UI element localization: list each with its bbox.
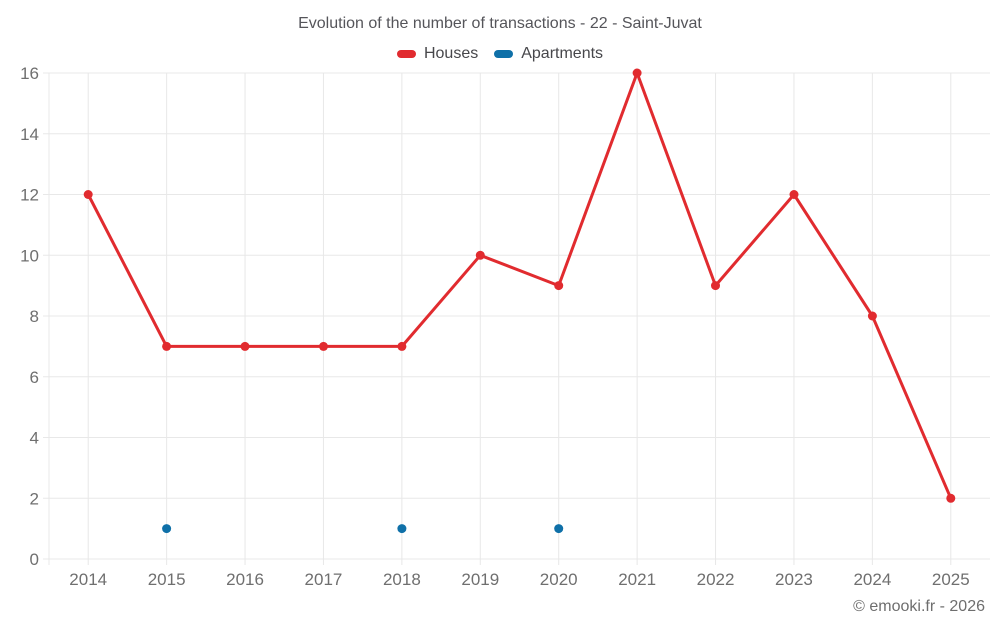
data-point-houses-2014[interactable]: [83, 190, 93, 199]
data-point-houses-2015[interactable]: [162, 341, 172, 351]
y-tick-label: 0: [30, 550, 39, 569]
x-tick-label: 2024: [853, 570, 891, 589]
legend-item-houses[interactable]: Houses: [396, 45, 479, 63]
chart-legend: Houses Apartments: [0, 45, 1000, 63]
x-tick-label: 2014: [69, 570, 107, 589]
legend-item-apartments[interactable]: Apartments: [494, 45, 603, 63]
y-tick-label: 8: [30, 307, 39, 326]
data-point-houses-2025[interactable]: [946, 493, 956, 503]
y-tick-label: 16: [20, 64, 39, 83]
axis-labels: 0 2 4 6 8 10 12 14 16 2014 2015 2016 2017 2018 2019 202…: [20, 64, 970, 589]
houses-line: [86, 71, 953, 500]
series-houses: [83, 68, 956, 503]
series-apartments: [162, 524, 564, 534]
y-tick-label: 4: [30, 429, 39, 448]
houses-legend-swatch: [396, 50, 416, 58]
data-point-houses-2022[interactable]: [711, 281, 720, 291]
x-tick-label: 2016: [226, 570, 264, 589]
x-tick-label: 2023: [775, 570, 813, 589]
y-tick-label: 12: [20, 186, 39, 205]
y-tick-label: 2: [30, 489, 39, 508]
houses-legend-label: Houses: [423, 45, 479, 62]
copyright-text: © emooki.fr - 2026: [853, 598, 985, 615]
y-tick-label: 6: [30, 368, 39, 387]
x-tick-label: 2017: [305, 570, 343, 589]
chart-title: Evolution of the number of transactions …: [298, 15, 702, 32]
x-tick-label: 2025: [932, 570, 970, 589]
data-point-apartments-2020[interactable]: [554, 524, 564, 534]
y-tick-label: 10: [20, 246, 39, 265]
x-tick-label: 2022: [697, 570, 735, 589]
data-point-houses-2018[interactable]: [397, 341, 407, 351]
x-tick-label: 2020: [540, 570, 578, 589]
data-point-apartments-2018[interactable]: [397, 524, 407, 534]
apartments-legend-label: Apartments: [521, 45, 604, 62]
data-point-houses-2019[interactable]: [475, 250, 485, 260]
data-point-houses-2017[interactable]: [319, 341, 328, 351]
x-tick-label: 2015: [148, 570, 186, 589]
x-tick-label: 2019: [461, 570, 499, 589]
data-point-houses-2021[interactable]: [632, 68, 642, 78]
gridlines: [43, 72, 990, 565]
data-point-houses-2020[interactable]: [554, 281, 564, 291]
y-tick-label: 14: [20, 125, 39, 144]
data-point-houses-2024[interactable]: [867, 311, 877, 321]
x-tick-label: 2021: [618, 570, 656, 589]
x-tick-label: 2018: [383, 570, 421, 589]
data-point-houses-2023[interactable]: [789, 190, 799, 199]
data-point-apartments-2015[interactable]: [162, 524, 172, 534]
apartments-legend-swatch: [494, 50, 514, 58]
data-point-houses-2016[interactable]: [240, 341, 250, 351]
